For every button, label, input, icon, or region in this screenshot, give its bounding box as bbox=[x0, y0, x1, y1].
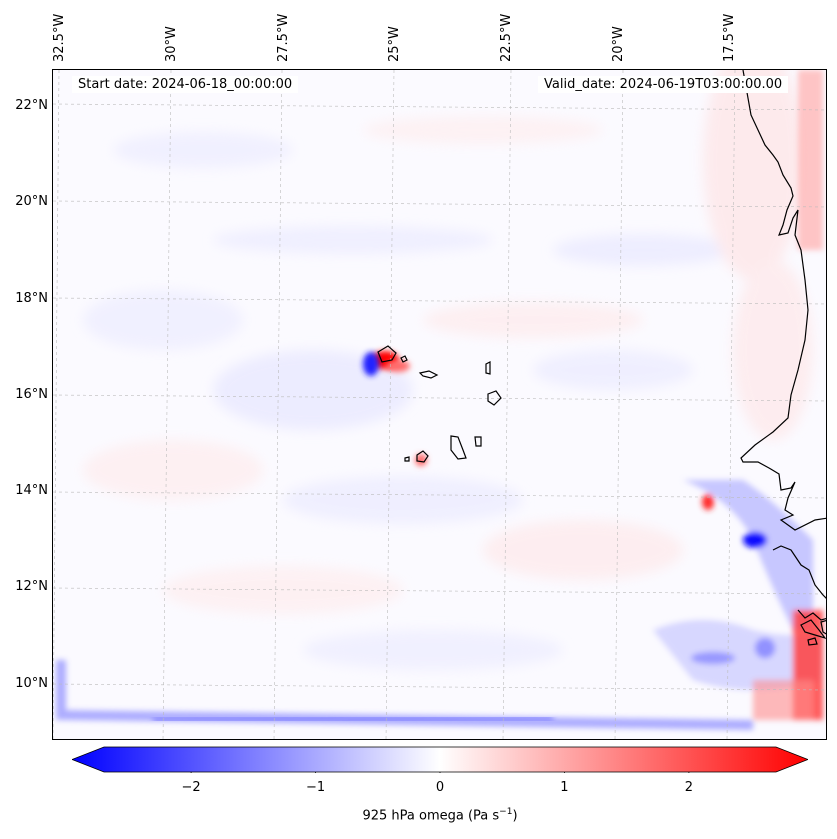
colorbar-tick-label: −2 bbox=[181, 780, 201, 795]
sao-vicente-island bbox=[400, 355, 408, 363]
sal-island bbox=[485, 361, 491, 375]
omega-field bbox=[53, 70, 826, 739]
colorbar-tick-label: 2 bbox=[684, 780, 694, 795]
lat-label: 18°N bbox=[15, 291, 48, 306]
graticule bbox=[53, 70, 826, 739]
lon-label: 17.5°W bbox=[722, 13, 737, 62]
valid-date-label: Valid_date: 2024-06-19T03:00:00.00 bbox=[538, 76, 789, 93]
colorbar-label: 925 hPa omega (Pa s−1) bbox=[362, 807, 518, 824]
colorbar-tick-label: 0 bbox=[435, 780, 445, 795]
lon-label: 32.5°W bbox=[52, 13, 67, 62]
lat-label: 22°N bbox=[15, 98, 48, 113]
colorbar bbox=[70, 746, 810, 776]
start-date-label: Start date: 2024-06-18_00:00:00 bbox=[72, 76, 299, 93]
maio-island bbox=[474, 436, 482, 447]
lon-label: 27.5°W bbox=[276, 13, 291, 62]
colorbar-svg bbox=[70, 746, 810, 776]
santiago-island bbox=[450, 435, 467, 460]
colorbar-tick-label: −1 bbox=[305, 780, 326, 795]
lon-label: 25°W bbox=[387, 26, 402, 62]
lat-label: 20°N bbox=[15, 194, 48, 209]
cape-verde-islands bbox=[377, 345, 502, 463]
sao-nicolau-island bbox=[418, 370, 439, 379]
map-canvas bbox=[53, 70, 826, 739]
lon-label: 30°W bbox=[164, 26, 179, 62]
lat-label: 16°N bbox=[15, 387, 48, 402]
colorbar-tick-label: 1 bbox=[560, 780, 569, 795]
lon-label: 20°W bbox=[611, 26, 626, 62]
african-coastline bbox=[740, 70, 826, 646]
fogo-island bbox=[416, 450, 429, 463]
lat-label: 12°N bbox=[15, 579, 48, 594]
map-panel bbox=[52, 69, 827, 740]
lat-label: 14°N bbox=[15, 483, 48, 498]
santo-antao-island bbox=[377, 345, 397, 363]
lat-label: 10°N bbox=[15, 676, 48, 691]
lon-label: 22.5°W bbox=[499, 13, 514, 62]
brava-island bbox=[404, 456, 410, 462]
boa-vista-island bbox=[487, 390, 502, 406]
